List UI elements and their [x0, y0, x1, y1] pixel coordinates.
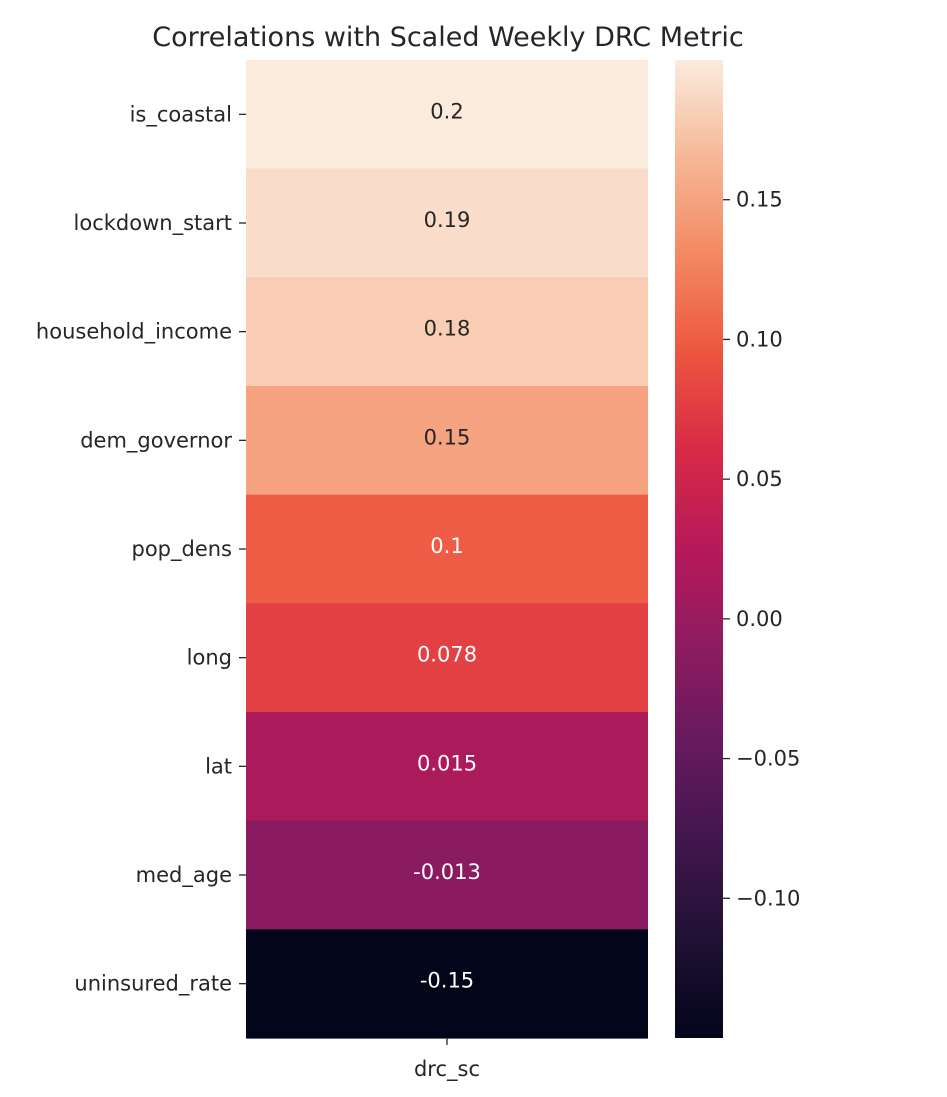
cell-value-label: 0.015: [417, 751, 477, 775]
heatmap-cell-household_income: [246, 277, 648, 387]
y-tick-label: med_age: [136, 863, 232, 888]
cell-value-label: 0.078: [417, 643, 477, 667]
heatmap-cell-is_coastal: [246, 60, 648, 170]
heatmap-cell-long: [246, 603, 648, 713]
colorbar: −0.10 −0.05 0.00 0.05 0.10 0.15: [675, 60, 800, 1038]
colorbar-tick-label: −0.10: [736, 886, 800, 910]
y-tick-label: dem_governor: [80, 428, 232, 453]
colorbar-tick-label: 0.10: [736, 327, 783, 351]
cell-value-label: 0.18: [424, 317, 471, 341]
cell-value-label: 0.15: [424, 425, 471, 449]
y-axis: is_coastal lockdown_start household_income…: [36, 102, 246, 997]
y-tick-label: is_coastal: [130, 102, 232, 127]
chart-title: Correlations with Scaled Weekly DRC Metr…: [152, 22, 743, 53]
x-tick-label: drc_sc: [414, 1057, 480, 1082]
y-tick-label: pop_dens: [131, 537, 232, 562]
heatmap-cell-labels: 0.2 0.19 0.18 0.15 0.1 0.078 0.015 -0.013 -0.15: [413, 99, 481, 992]
heatmap-cell-pop_dens: [246, 494, 648, 604]
cell-value-label: 0.2: [430, 99, 463, 123]
heatmap-cell-dem_governor: [246, 386, 648, 496]
x-axis: drc_sc: [414, 1038, 480, 1082]
y-tick-label: uninsured_rate: [74, 972, 232, 997]
y-tick-label: lat: [205, 754, 232, 778]
cell-value-label: 0.19: [424, 208, 471, 232]
colorbar-tick-label: 0.00: [736, 607, 783, 631]
heatmap-cell-uninsured_rate: [246, 929, 648, 1039]
colorbar-tick-label: 0.15: [736, 188, 783, 212]
heatmap-cell-lockdown_start: [246, 168, 648, 278]
cell-value-label: -0.15: [420, 969, 474, 993]
heatmap-cells: [246, 60, 648, 1039]
y-tick-label: lockdown_start: [74, 211, 232, 236]
y-tick-label: long: [187, 646, 232, 670]
heatmap-cell-lat: [246, 712, 648, 822]
colorbar-tick-label: −0.05: [736, 747, 800, 771]
y-tick-label: household_income: [36, 320, 232, 345]
heatmap-cell-med_age: [246, 820, 648, 930]
colorbar-tick-label: 0.05: [736, 467, 783, 491]
cell-value-label: 0.1: [430, 534, 463, 558]
cell-value-label: -0.013: [413, 860, 481, 884]
colorbar-gradient-bar: [675, 60, 723, 1038]
